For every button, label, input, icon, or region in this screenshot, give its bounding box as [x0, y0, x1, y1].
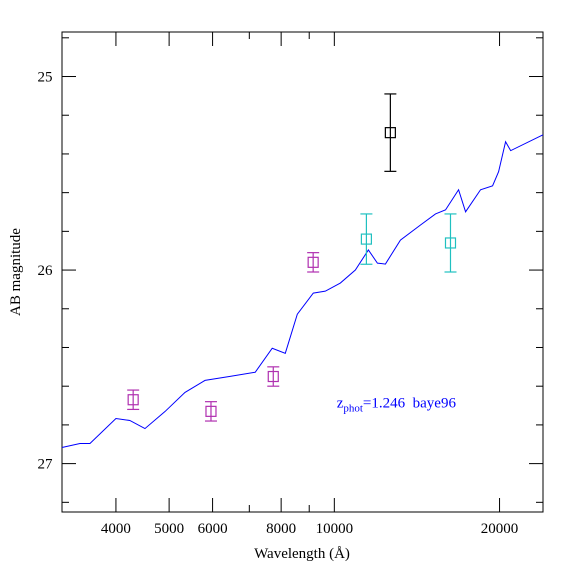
x-tick-label: 8000: [266, 521, 296, 537]
y-axis-label: AB magnitude: [8, 228, 24, 316]
x-tick-label: 5000: [154, 521, 184, 537]
y-tick-label: 26: [38, 263, 54, 279]
data-point: [384, 127, 396, 139]
annotation: zphot=1.246 baye96: [337, 395, 457, 414]
plot-frame: [61, 31, 544, 513]
data-point: [307, 256, 319, 268]
annotation-rest: =1.246 baye96: [363, 395, 457, 411]
annotation-sub: phot: [343, 402, 363, 414]
x-tick-label: 10000: [316, 521, 354, 537]
data-point: [267, 370, 279, 383]
y-tick-label: 25: [38, 70, 53, 86]
x-tick-label: 6000: [198, 521, 228, 537]
data-point: [360, 233, 372, 245]
data-point: [205, 405, 217, 417]
x-tick-label: 4000: [101, 521, 131, 537]
data-point: [127, 394, 139, 406]
y-tick-label: 27: [38, 457, 54, 473]
data-point: [444, 237, 457, 249]
annotation-z: z: [337, 395, 344, 411]
model-line: [61, 134, 544, 449]
x-tick-label: 20000: [481, 521, 519, 537]
x-axis-label: Wavelength (Å): [254, 546, 350, 562]
